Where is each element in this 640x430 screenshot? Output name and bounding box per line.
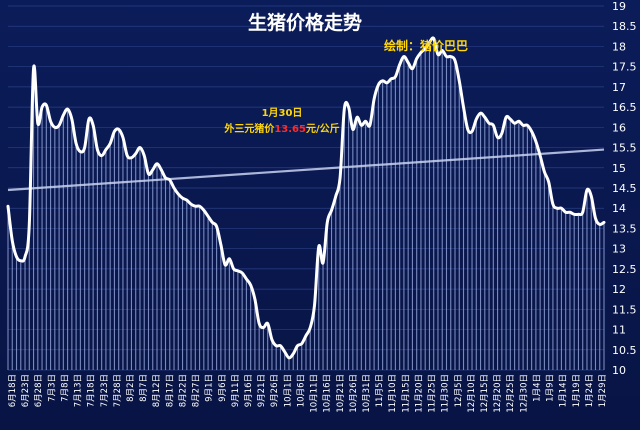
x-tick-label: 1月14日	[559, 374, 569, 407]
x-tick-label: 8月2日	[126, 374, 136, 402]
annotation-prefix: 外三元猪价	[223, 122, 275, 135]
y-tick-label: 11.5	[612, 303, 637, 316]
x-tick-label: 10月31日	[362, 374, 372, 413]
chart-title: 生猪价格走势	[248, 11, 362, 34]
y-tick-label: 19	[612, 0, 626, 13]
x-tick-label: 9月6日	[218, 374, 228, 402]
y-tick-label: 16.5	[612, 101, 637, 114]
x-tick-label: 12月20日	[493, 374, 503, 413]
y-tick-label: 15	[612, 162, 626, 175]
x-tick-label: 8月12日	[152, 374, 162, 407]
x-tick-label: 6月18日	[8, 374, 18, 407]
x-tick-label: 9月16日	[244, 374, 254, 407]
x-tick-label: 10月11日	[310, 374, 320, 413]
y-tick-label: 12.5	[612, 263, 637, 276]
y-tick-label: 15.5	[612, 142, 637, 155]
vertical-bars	[7, 38, 605, 370]
x-tick-label: 11月25日	[428, 374, 438, 413]
price-line-layer	[6, 36, 606, 360]
x-tick-label: 8月22日	[178, 374, 188, 407]
x-tick-label: 12月25日	[506, 374, 516, 413]
y-tick-label: 18	[612, 40, 626, 53]
y-tick-label: 10	[612, 364, 626, 377]
y-tick-label: 18.5	[612, 20, 637, 33]
annotation-suffix: 元/公斤	[306, 122, 340, 135]
x-tick-label: 7月3日	[47, 374, 57, 402]
x-tick-label: 9月26日	[270, 374, 280, 407]
x-tick-label: 11月20日	[414, 374, 424, 413]
y-axis-ticks: 10 10.5 11 11.5 12 12.5 13 13.5 14 14.5 15 15.5 16 16…	[612, 0, 637, 377]
annotation-value: 13.65	[274, 124, 306, 135]
x-tick-label: 12月10日	[467, 374, 477, 413]
x-tick-label: 7月28日	[113, 374, 123, 407]
x-tick-label: 6月23日	[21, 374, 31, 407]
y-tick-label: 10.5	[612, 344, 637, 357]
x-tick-label: 12月30日	[519, 374, 529, 413]
x-tick-label: 9月1日	[205, 374, 215, 402]
x-tick-label: 12月15日	[480, 374, 490, 413]
gridlines	[8, 5, 604, 371]
y-tick-label: 13.5	[612, 222, 637, 235]
x-tick-label: 7月23日	[100, 374, 110, 407]
x-tick-label: 9月21日	[257, 374, 267, 407]
y-tick-label: 12	[612, 283, 626, 296]
x-tick-label: 8月7日	[139, 374, 149, 402]
price-line	[6, 36, 606, 360]
x-tick-label: 11月30日	[441, 374, 451, 413]
x-tick-label: 12月5日	[454, 374, 464, 407]
credit-label: 绘制：猪价巴巴	[384, 38, 468, 53]
x-tick-label: 7月8日	[60, 374, 70, 402]
x-tick-label: 10月16日	[323, 374, 333, 413]
y-tick-label: 17.5	[612, 61, 637, 74]
x-tick-label: 10月21日	[336, 374, 346, 413]
x-tick-label: 1月4日	[532, 374, 542, 402]
annotation-text: 外三元猪价13.65元/公斤	[223, 122, 339, 135]
y-tick-label: 16	[612, 121, 626, 134]
x-tick-label: 1月19日	[572, 374, 582, 407]
x-tick-label: 11月15日	[401, 374, 411, 413]
x-tick-label: 6月28日	[34, 374, 44, 407]
y-tick-label: 17	[612, 81, 626, 94]
x-tick-label: 8月27日	[192, 374, 202, 407]
x-axis-ticks: 6月18日 6月23日 6月28日 7月3日 7月8日 7月13日 7月18日 7月23日 7月…	[8, 374, 608, 413]
x-tick-label: 9月11日	[231, 374, 241, 407]
x-tick-label: 10月26日	[349, 374, 359, 413]
y-tick-label: 13	[612, 243, 626, 256]
trend-layer	[7, 148, 605, 192]
annotation-date: 1月30日	[262, 107, 303, 119]
y-tick-label: 14	[612, 202, 626, 215]
y-tick-label: 11	[612, 324, 626, 337]
x-tick-label: 10月1日	[283, 374, 293, 407]
x-tick-label: 1月9日	[546, 374, 556, 402]
trendline	[7, 148, 605, 192]
x-tick-label: 8月17日	[165, 374, 175, 407]
x-tick-label: 7月18日	[87, 374, 97, 407]
x-tick-label: 11月5日	[375, 374, 385, 407]
x-tick-label: 7月13日	[74, 374, 84, 407]
x-tick-label: 1月24日	[585, 374, 595, 407]
x-tick-label: 11月10日	[388, 374, 398, 413]
y-tick-label: 14.5	[612, 182, 637, 195]
x-tick-label: 10月6日	[296, 374, 306, 407]
x-tick-label: 1月29日	[598, 374, 608, 407]
